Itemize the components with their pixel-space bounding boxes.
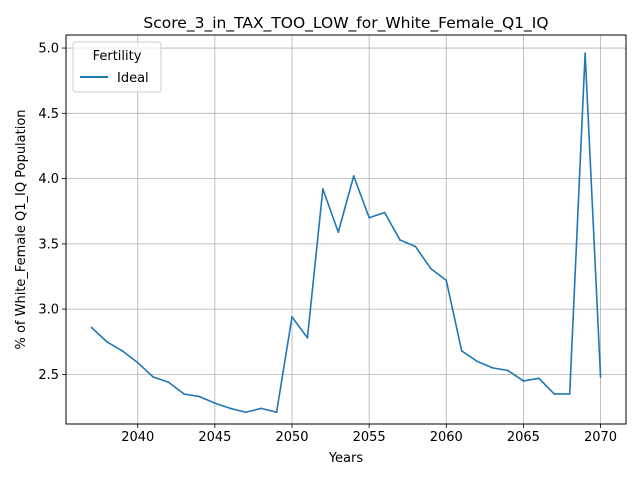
data-point [337, 231, 340, 234]
y-tick-label: 2.5 [38, 368, 59, 383]
data-point [584, 52, 587, 55]
series-layer [90, 52, 602, 414]
data-point [244, 411, 247, 414]
x-tick-label: 2070 [584, 430, 617, 445]
x-tick-label: 2045 [198, 430, 231, 445]
data-point [522, 380, 525, 382]
data-point [291, 316, 293, 318]
legend-label: Ideal [117, 71, 149, 86]
x-tick-label: 2065 [507, 430, 540, 445]
legend-box [72, 41, 162, 93]
data-point [198, 395, 201, 398]
y-tick-label: 4.0 [38, 172, 59, 187]
data-point [275, 411, 278, 414]
x-tick-label: 2050 [275, 430, 308, 445]
y-tick-label: 3.0 [38, 303, 59, 318]
data-point [152, 376, 155, 378]
x-tick-label: 2040 [121, 430, 154, 445]
data-point [491, 366, 494, 369]
legend-title: Fertility [93, 49, 142, 64]
plot-area [65, 34, 627, 425]
data-point [399, 239, 401, 241]
x-axis-label: Years [328, 451, 364, 466]
data-point [429, 267, 432, 270]
data-point [537, 377, 540, 380]
x-axis: 2040 2045 2050 2055 2060 2065 2070 [121, 424, 617, 445]
data-point [105, 340, 108, 343]
data-point [507, 369, 509, 372]
data-point [90, 326, 93, 329]
legend: Fertility Ideal [72, 41, 162, 93]
data-point [136, 361, 139, 364]
data-point [167, 381, 170, 384]
x-tick-label: 2055 [353, 430, 386, 445]
data-point [121, 349, 124, 352]
data-point [321, 188, 324, 190]
data-point [183, 393, 185, 395]
y-tick-label: 4.5 [38, 107, 59, 122]
data-point [352, 175, 355, 177]
data-point [213, 402, 216, 405]
data-point [445, 279, 448, 282]
y-axis: 2.5 3.0 3.5 4.0 4.5 5.0 [38, 42, 66, 383]
grid [66, 35, 626, 424]
data-point [568, 393, 571, 395]
y-tick-label: 5.0 [38, 42, 59, 57]
data-point [229, 407, 232, 410]
data-point [414, 245, 417, 248]
data-point [599, 376, 602, 378]
y-tick-label: 3.5 [38, 237, 59, 252]
chart-title: Score_3_in_TAX_TOO_LOW_for_White_Female_… [143, 14, 548, 33]
data-point [368, 216, 371, 219]
data-point [260, 407, 263, 410]
data-point [476, 360, 479, 363]
data-point [383, 211, 386, 214]
y-axis-label: % of White_Female Q1_IQ Population [14, 109, 29, 349]
x-tick-label: 2060 [430, 430, 463, 445]
data-point [553, 393, 556, 395]
data-point [460, 349, 463, 352]
series-line-0 [90, 52, 602, 414]
data-point [306, 336, 309, 339]
